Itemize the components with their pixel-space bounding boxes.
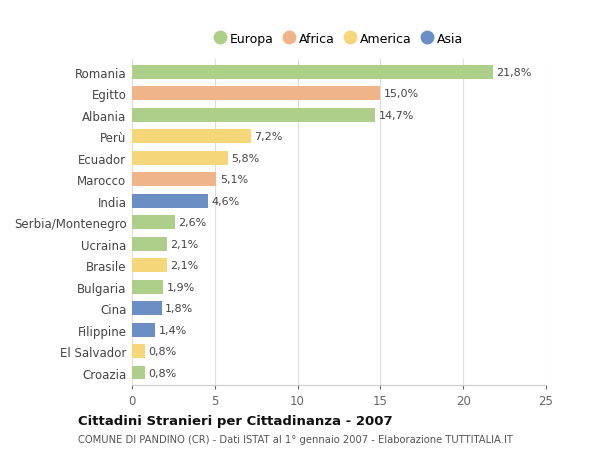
Bar <box>132 108 376 123</box>
Text: Cittadini Stranieri per Cittadinanza - 2007: Cittadini Stranieri per Cittadinanza - 2… <box>78 414 392 428</box>
Text: 1,4%: 1,4% <box>158 325 187 335</box>
Bar <box>132 130 251 144</box>
Text: 5,1%: 5,1% <box>220 175 248 185</box>
Bar <box>132 323 155 337</box>
Bar <box>132 302 162 315</box>
Bar <box>132 216 175 230</box>
Legend: Europa, Africa, America, Asia: Europa, Africa, America, Asia <box>215 34 463 46</box>
Text: 4,6%: 4,6% <box>211 196 240 206</box>
Bar <box>132 173 217 187</box>
Bar <box>132 344 145 358</box>
Text: 1,9%: 1,9% <box>167 282 195 292</box>
Text: 5,8%: 5,8% <box>232 153 260 163</box>
Bar <box>132 280 163 294</box>
Text: 14,7%: 14,7% <box>379 111 414 120</box>
Text: 21,8%: 21,8% <box>496 67 532 78</box>
Bar <box>132 237 167 251</box>
Text: COMUNE DI PANDINO (CR) - Dati ISTAT al 1° gennaio 2007 - Elaborazione TUTTITALIA: COMUNE DI PANDINO (CR) - Dati ISTAT al 1… <box>78 434 513 443</box>
Text: 2,1%: 2,1% <box>170 261 199 270</box>
Bar <box>132 151 228 165</box>
Text: 0,8%: 0,8% <box>149 368 177 378</box>
Bar <box>132 258 167 273</box>
Text: 7,2%: 7,2% <box>254 132 283 142</box>
Bar <box>132 194 208 208</box>
Text: 1,8%: 1,8% <box>165 303 193 313</box>
Bar <box>132 87 380 101</box>
Text: 2,1%: 2,1% <box>170 239 199 249</box>
Text: 0,8%: 0,8% <box>149 346 177 356</box>
Text: 2,6%: 2,6% <box>178 218 206 228</box>
Bar <box>132 66 493 79</box>
Bar <box>132 366 145 380</box>
Text: 15,0%: 15,0% <box>384 89 419 99</box>
